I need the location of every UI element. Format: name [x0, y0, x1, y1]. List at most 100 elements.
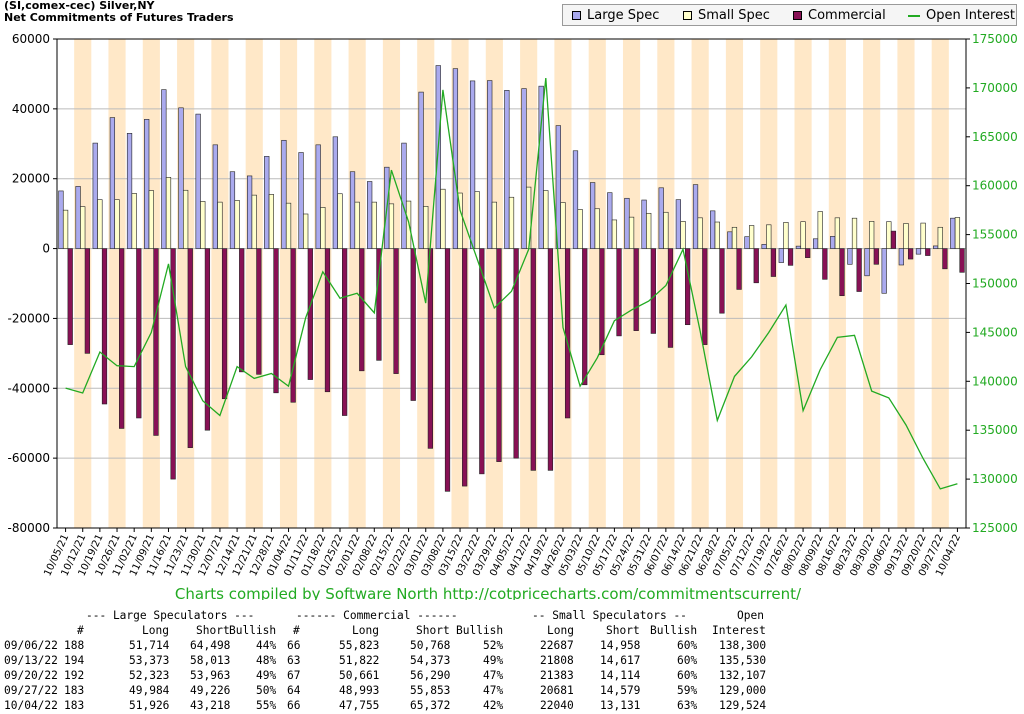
table-cell: 50,661: [339, 669, 380, 682]
small-spec-bar: [628, 216, 635, 249]
table-cell: 66: [287, 699, 301, 712]
small-spec-bar: [303, 213, 309, 249]
table-cell: 60%: [677, 639, 698, 652]
commercial-bar: [273, 248, 279, 394]
small-spec-bar: [954, 217, 961, 249]
table-cell: 47%: [483, 669, 504, 682]
large-spec-bar: [692, 184, 699, 249]
table-cell: 192: [64, 669, 85, 682]
x-axis-tick-labels: 10/05/2110/12/2110/19/2110/26/2111/02/21…: [42, 533, 963, 578]
commercial-bar: [787, 248, 794, 266]
table-cell: 14,958: [600, 639, 641, 652]
commercial-bar: [479, 248, 485, 475]
table-cell: 60%: [677, 669, 698, 682]
large-spec-bar: [195, 113, 201, 249]
small-spec-bar: [148, 190, 154, 249]
legend-label: Commercial: [808, 8, 886, 23]
table-cell: 22687: [540, 639, 574, 652]
table-cell: 58,013: [190, 654, 231, 667]
small-spec-bar: [474, 191, 480, 249]
legend: Large Spec Small Spec Commercial Open In…: [562, 4, 1017, 26]
left-tick-label: 0: [42, 242, 50, 256]
commercial-bar: [187, 248, 193, 448]
commercial-bar: [822, 248, 828, 280]
small-spec-bar: [646, 212, 652, 249]
row-date: 09/27/22: [4, 684, 58, 697]
small-spec-bar: [337, 193, 343, 249]
large-spec-bar: [812, 238, 819, 249]
small-spec-bar: [234, 200, 240, 249]
open-interest-polyline: [65, 78, 958, 490]
large-spec-bar: [933, 245, 939, 249]
table-cell: 22040: [540, 699, 574, 712]
small-spec-bar: [937, 226, 943, 249]
table-cell: 49,984: [129, 684, 170, 697]
large-spec-bar: [264, 156, 270, 249]
large-spec-bar: [452, 68, 459, 249]
table-cell: 14,617: [600, 654, 641, 667]
right-axis-tick-labels: 125000 130000 135000 140000 145000 150000 1550…: [972, 32, 1018, 535]
column-header: Bullish: [229, 624, 277, 637]
commercial-bar: [547, 248, 554, 471]
table-cell: 13,131: [600, 699, 641, 712]
commercial-bar: [239, 248, 245, 373]
table-cell: 48%: [256, 654, 277, 667]
small-spec-bar: [80, 206, 86, 249]
left-tick-label: -60000: [7, 451, 50, 465]
large-spec-bar: [109, 117, 116, 249]
large-spec-bar: [126, 133, 133, 249]
large-spec-bar: [555, 125, 561, 249]
table-cell: 65,372: [410, 699, 451, 712]
large-spec-bar: [178, 107, 184, 249]
small-spec-bar: [251, 194, 257, 249]
week-band: [931, 39, 949, 528]
table-cell: 49,226: [190, 684, 231, 697]
commercial-bar: [410, 248, 416, 401]
column-header: #: [77, 624, 84, 637]
table-cell: 52%: [483, 639, 504, 652]
table-cell: 50,768: [410, 639, 451, 652]
commercial-bar: [753, 248, 759, 284]
table-cell: 51,822: [339, 654, 380, 667]
commercial-bar: [907, 248, 914, 260]
left-tick-label: -20000: [7, 311, 50, 325]
legend-label: Open Interest: [926, 8, 1015, 23]
commercial-bar: [582, 248, 588, 386]
small-spec-bar: [62, 209, 69, 249]
commercial-bar: [736, 248, 742, 290]
large-spec-bar: [58, 190, 64, 249]
large-spec-bar: [161, 89, 167, 249]
small-spec-bar: [423, 206, 429, 249]
table-row: 09/20/22 192 52,323 53,963 49% 67 50,661 56,290…: [0, 668, 766, 683]
commercial-bar: [221, 248, 228, 400]
commercial-bar: [564, 248, 571, 419]
legend-commercial: Commercial: [793, 8, 886, 23]
column-header: Short: [416, 624, 450, 637]
large-spec-bar: [435, 65, 441, 249]
right-tick-label: 160000: [972, 179, 1018, 193]
open-interest-line-swatch: [908, 14, 920, 17]
table-group-header-row: --- Large Speculators --- ------ Commerc…: [0, 608, 764, 623]
large-spec-bar: [246, 175, 253, 249]
column-header: Interest: [712, 624, 766, 637]
commercial-swatch: [793, 11, 802, 20]
table-cell: 63%: [677, 699, 698, 712]
large-spec-bar: [881, 248, 887, 294]
large-spec-bar: [75, 186, 81, 249]
large-spec-bar: [487, 80, 493, 249]
table-cell: 48,993: [339, 684, 380, 697]
table-cell: 59%: [677, 684, 698, 697]
table-cell: 66: [287, 639, 301, 652]
small-spec-bar: [783, 222, 789, 249]
table-row: 09/13/22 194 53,373 58,013 48% 63 51,822 54,373…: [0, 653, 766, 668]
table-cell: 50%: [256, 684, 277, 697]
alternating-week-bands: [57, 39, 966, 528]
week-band: [382, 39, 401, 528]
commercial-bar: [101, 248, 108, 405]
week-band: [828, 39, 846, 528]
table-cell: 55,853: [410, 684, 451, 697]
small-spec-bar: [800, 221, 806, 249]
column-header: Bullish: [650, 624, 698, 637]
large-spec-bar: [830, 236, 836, 249]
week-band: [588, 39, 606, 528]
